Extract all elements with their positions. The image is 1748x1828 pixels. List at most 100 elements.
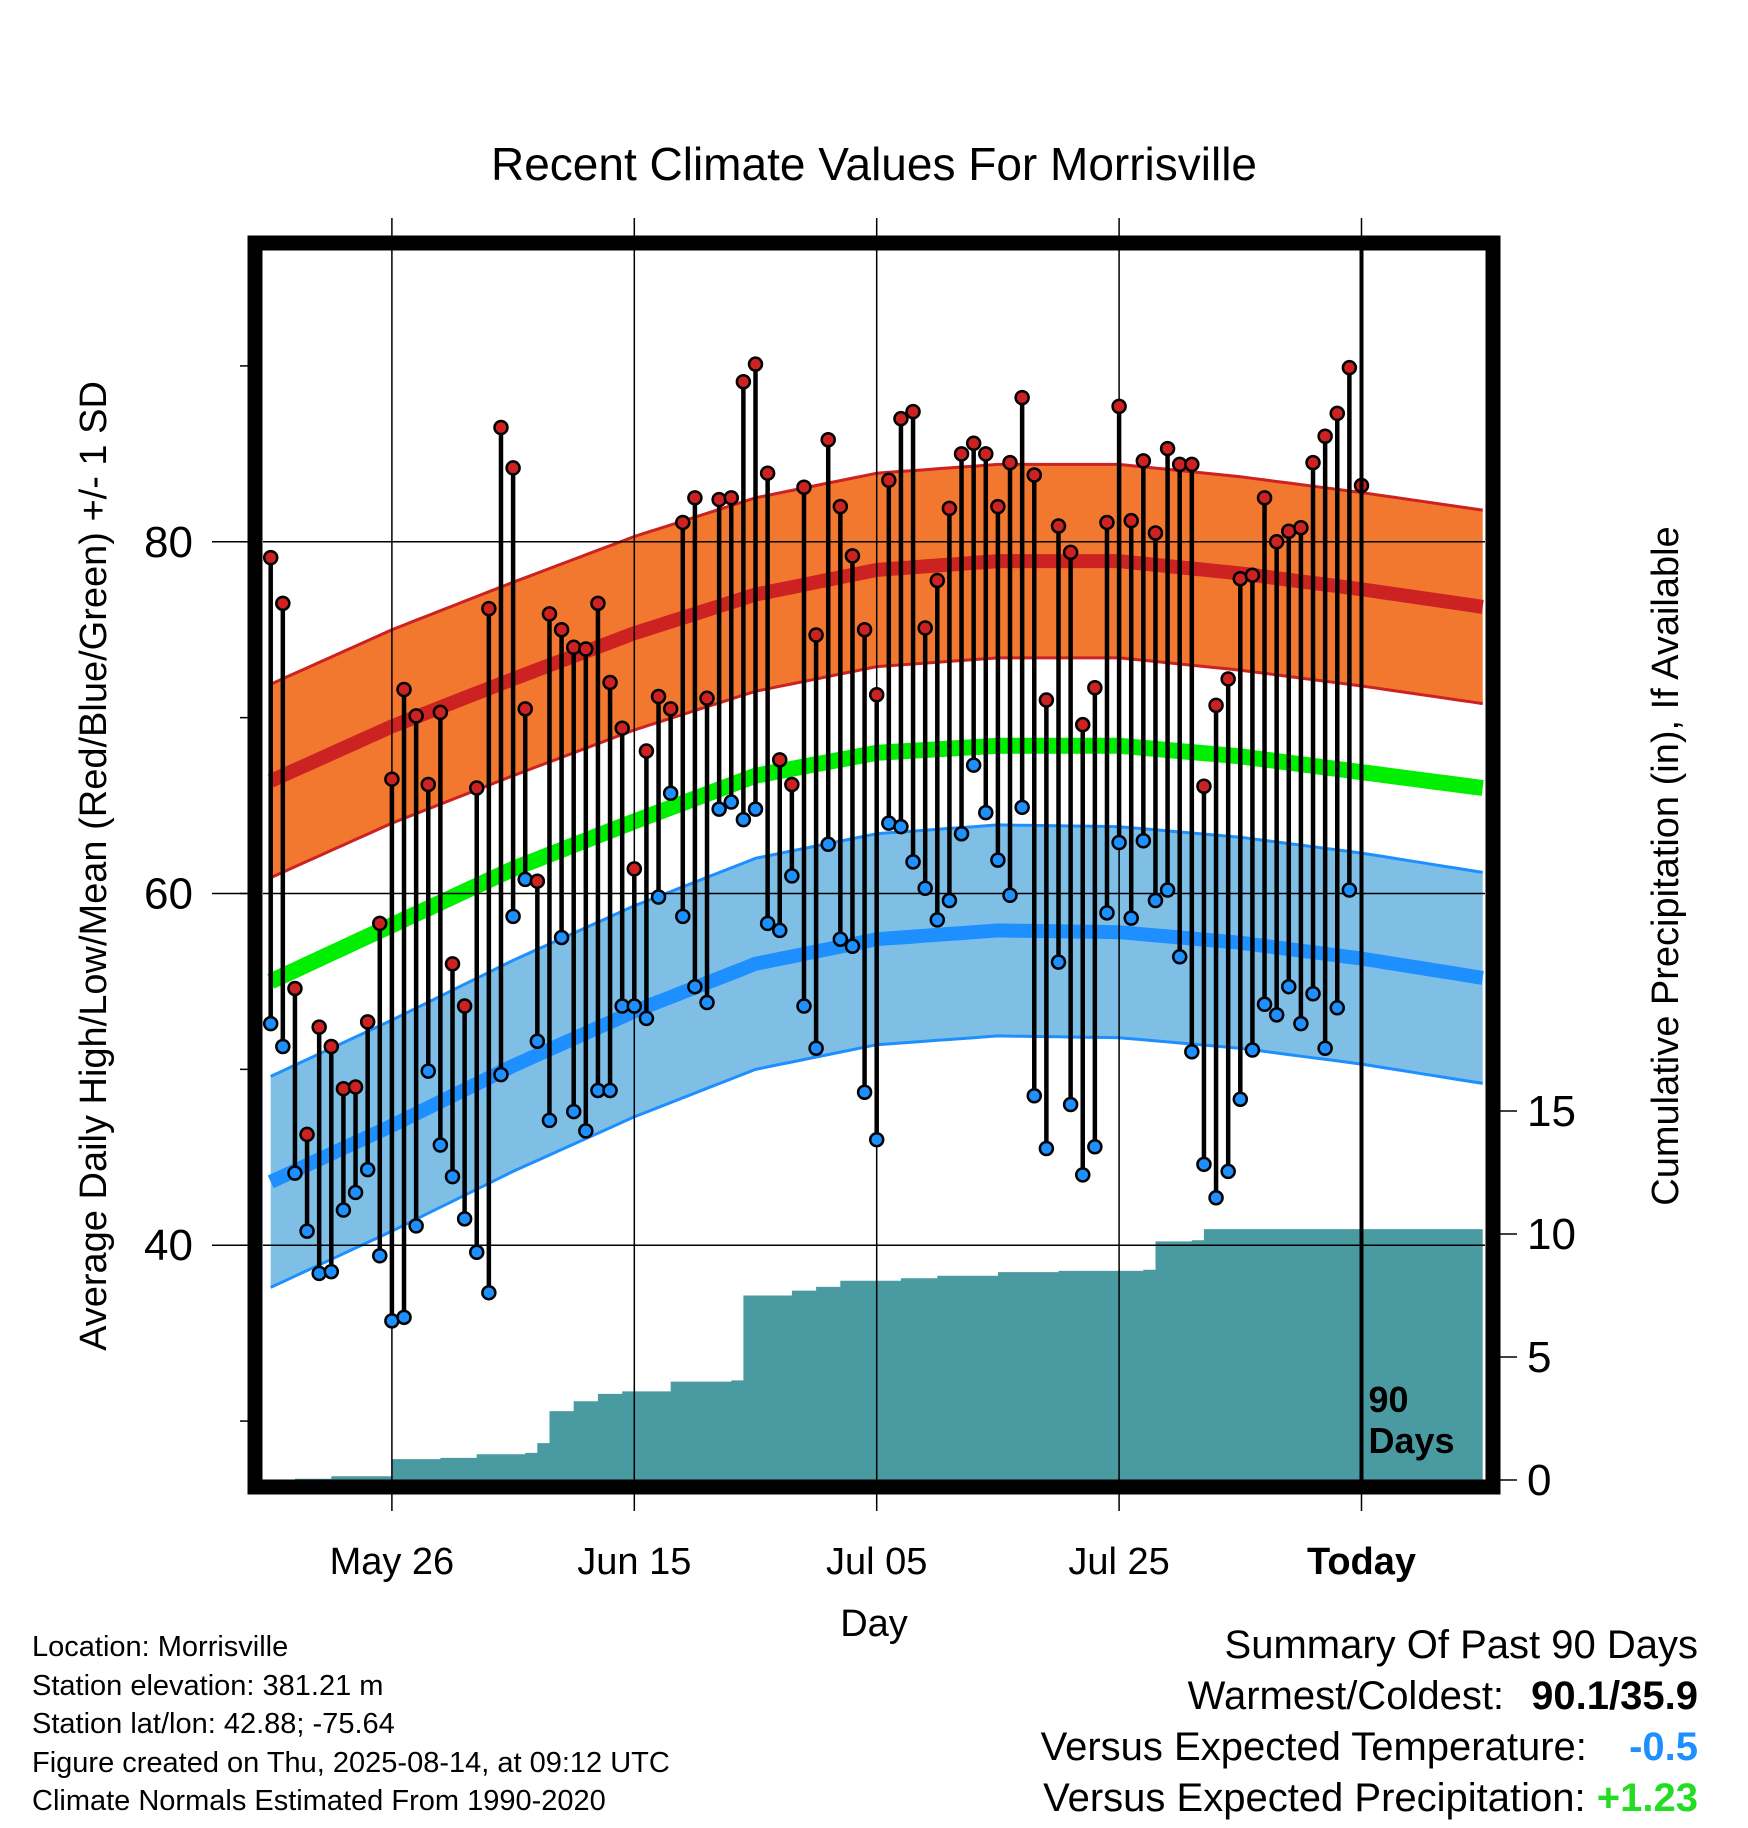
daily-low-point — [529, 1033, 546, 1049]
y2-tick-label: 10 — [1527, 1210, 1576, 1259]
daily-high-point — [1014, 389, 1030, 406]
y-tick-label: 60 — [144, 870, 193, 919]
daily-low-point — [953, 825, 970, 842]
temp-anomaly-value: -0.5 — [1629, 1725, 1698, 1769]
x-tick-label: May 26 — [330, 1541, 455, 1583]
precip-anomaly-value: +1.23 — [1596, 1776, 1698, 1820]
daily-low-point — [1244, 1042, 1261, 1058]
today-days-label-line: Days — [1369, 1420, 1455, 1461]
daily-low-point — [1171, 949, 1188, 965]
daily-high-point — [662, 701, 679, 717]
daily-low-point — [553, 929, 570, 946]
daily-high-point — [275, 595, 291, 612]
y-tick-label: 40 — [144, 1221, 193, 1270]
daily-low-point — [905, 854, 921, 870]
y-axis-label: Average Daily High/Low/Mean (Red/Blue/Gr… — [73, 381, 115, 1351]
daily-high-point — [1135, 453, 1152, 469]
temp-anomaly-row: Versus Expected Temperature: -0.5 — [1041, 1722, 1698, 1773]
daily-low-point — [262, 1015, 279, 1032]
daily-high-point — [444, 956, 461, 972]
daily-low-point — [917, 880, 933, 896]
daily-low-point — [1232, 1091, 1249, 1108]
daily-high-point — [1038, 692, 1055, 708]
daily-low-point — [1099, 905, 1115, 921]
daily-low-point — [1074, 1167, 1091, 1183]
y2-tick-label: 0 — [1527, 1456, 1551, 1505]
x-tick-label: Jul 05 — [826, 1541, 927, 1583]
daily-high-point — [917, 620, 933, 636]
daily-high-point — [553, 621, 570, 638]
daily-low-point — [335, 1202, 352, 1218]
daily-high-point — [1256, 490, 1273, 506]
daily-low-point — [820, 836, 836, 853]
daily-high-point — [565, 639, 582, 656]
today-days-label-line: 90 — [1369, 1379, 1409, 1420]
daily-low-point — [929, 912, 946, 928]
daily-low-point — [1293, 1015, 1309, 1032]
daily-high-point — [965, 435, 982, 452]
daily-low-point — [711, 801, 727, 817]
daily-high-point — [299, 1126, 315, 1143]
daily-high-point — [699, 690, 715, 707]
daily-high-point — [687, 490, 703, 506]
daily-low-point — [359, 1161, 376, 1178]
daily-high-point — [1159, 440, 1176, 457]
daily-low-point — [1159, 882, 1176, 898]
daily-high-point — [323, 1038, 340, 1055]
daily-high-point — [359, 1014, 376, 1030]
daily-high-point — [796, 479, 812, 496]
daily-low-point — [735, 811, 752, 828]
daily-low-point — [638, 1010, 655, 1027]
y-tick-label: 80 — [144, 518, 193, 567]
x-tick-label: Jun 15 — [577, 1541, 691, 1583]
daily-high-point — [541, 606, 558, 622]
daily-low-point — [602, 1082, 618, 1099]
daily-low-point — [287, 1165, 303, 1181]
daily-low-point — [723, 794, 740, 810]
daily-low-point — [1208, 1189, 1224, 1206]
daily-low-point — [396, 1309, 412, 1326]
plot-frame — [247, 235, 1501, 1495]
daily-low-point — [699, 994, 715, 1011]
daily-high-point — [990, 498, 1006, 515]
daily-high-point — [372, 915, 388, 932]
daily-low-point — [1135, 832, 1152, 849]
daily-high-point — [1111, 398, 1127, 415]
daily-high-point — [432, 704, 449, 721]
daily-low-point — [1317, 1040, 1333, 1057]
daily-low-point — [311, 1265, 327, 1282]
temp-anomaly-label: Versus Expected Temperature: — [1040, 1725, 1587, 1769]
daily-high-point — [602, 674, 618, 691]
created-text: Figure created on Thu, 2025-08-14, at 09… — [32, 1746, 670, 1779]
daily-high-point — [820, 432, 836, 448]
daily-low-point — [444, 1168, 461, 1185]
x-axis-label: Day — [840, 1603, 908, 1645]
daily-high-point — [262, 549, 279, 566]
daily-high-point — [650, 688, 667, 705]
precip-anomaly-label: Versus Expected Precipitation: — [1043, 1776, 1586, 1820]
warm-cold-row: Warmest/Coldest: 90.1/35.9 — [1041, 1671, 1698, 1722]
observations-layer: 90 Days — [262, 250, 1455, 1480]
daily-low-point — [1147, 892, 1164, 909]
daily-high-point — [1244, 567, 1261, 583]
daily-low-point — [1038, 1140, 1055, 1157]
daily-low-point — [796, 998, 812, 1014]
daily-high-point — [747, 356, 764, 372]
daily-high-point — [711, 491, 727, 508]
daily-low-point — [481, 1284, 497, 1301]
daily-low-point — [1111, 834, 1127, 851]
daily-high-point — [626, 861, 643, 877]
daily-high-point — [893, 410, 909, 427]
daily-low-point — [1014, 799, 1030, 816]
daily-high-point — [590, 595, 606, 612]
y2-tick-label: 15 — [1527, 1087, 1576, 1136]
daily-high-point — [1293, 519, 1309, 536]
daily-low-point — [747, 801, 764, 817]
daily-low-point — [541, 1112, 558, 1129]
daily-high-point — [771, 752, 788, 768]
daily-high-point — [844, 548, 861, 564]
daily-low-point — [1002, 887, 1018, 904]
daily-high-point — [517, 701, 533, 717]
daily-low-point — [420, 1063, 437, 1079]
daily-low-point — [650, 889, 667, 905]
